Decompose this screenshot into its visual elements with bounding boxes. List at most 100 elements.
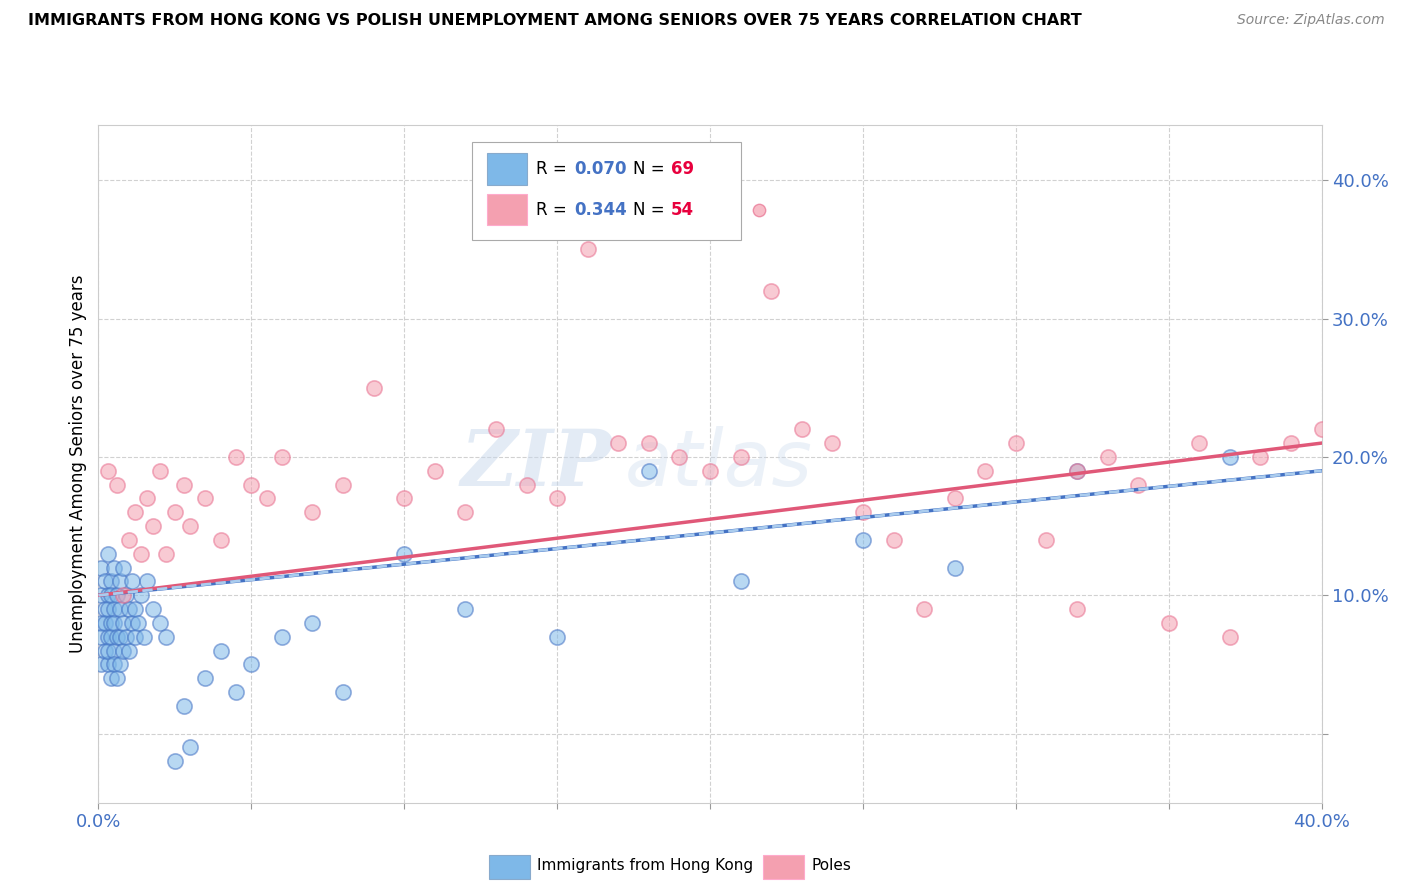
Point <box>111 615 134 630</box>
Point <box>100 588 122 602</box>
Point <box>485 422 508 436</box>
Point <box>121 615 143 630</box>
Point <box>142 602 165 616</box>
Point <box>163 754 186 768</box>
Point <box>607 436 630 450</box>
Point <box>883 533 905 547</box>
Point <box>546 630 568 644</box>
FancyBboxPatch shape <box>488 153 526 185</box>
Text: 54: 54 <box>671 201 695 219</box>
Point <box>637 436 661 450</box>
Point <box>730 574 752 589</box>
Point <box>97 657 120 672</box>
Point <box>699 464 721 478</box>
Point <box>974 464 997 478</box>
Point <box>821 436 844 450</box>
Text: Immigrants from Hong Kong: Immigrants from Hong Kong <box>537 858 754 872</box>
Text: ZIP: ZIP <box>461 425 612 502</box>
Point <box>105 588 128 602</box>
Point <box>240 657 263 672</box>
Point <box>90 615 112 630</box>
Point <box>301 615 323 630</box>
Point <box>225 450 247 464</box>
Point <box>1219 630 1241 644</box>
Point <box>129 547 152 561</box>
Point <box>1249 450 1271 464</box>
Point <box>97 630 120 644</box>
Point <box>155 547 177 561</box>
Point <box>363 381 385 395</box>
Point <box>423 464 446 478</box>
Point <box>240 477 263 491</box>
Point <box>124 602 146 616</box>
Point <box>1279 436 1302 450</box>
Point <box>118 643 141 657</box>
Point <box>97 643 120 657</box>
Point <box>270 450 292 464</box>
Point <box>912 602 935 616</box>
Text: N =: N = <box>633 160 669 178</box>
Point <box>103 643 125 657</box>
Point <box>93 643 115 657</box>
Point <box>103 560 125 574</box>
Point <box>225 685 247 699</box>
Point <box>392 547 416 561</box>
Point <box>90 588 112 602</box>
Point <box>108 657 131 672</box>
Point <box>1128 477 1150 491</box>
Point <box>93 602 115 616</box>
Point <box>1097 450 1119 464</box>
Point <box>100 615 122 630</box>
Point <box>155 630 177 644</box>
Point <box>546 491 568 506</box>
Text: IMMIGRANTS FROM HONG KONG VS POLISH UNEMPLOYMENT AMONG SENIORS OVER 75 YEARS COR: IMMIGRANTS FROM HONG KONG VS POLISH UNEM… <box>28 13 1081 29</box>
Point <box>852 505 875 519</box>
Point <box>576 243 599 257</box>
Point <box>173 698 195 713</box>
Point <box>118 533 141 547</box>
Text: R =: R = <box>536 160 572 178</box>
Point <box>301 505 323 519</box>
FancyBboxPatch shape <box>488 194 526 225</box>
Point <box>115 630 138 644</box>
Point <box>108 630 131 644</box>
Point <box>454 602 477 616</box>
Point <box>194 671 217 685</box>
Point <box>105 630 128 644</box>
Point <box>256 491 278 506</box>
Point <box>90 630 112 644</box>
Point <box>97 588 120 602</box>
Point <box>111 588 134 602</box>
Point <box>1066 464 1088 478</box>
Point <box>97 547 120 561</box>
Point <box>108 602 131 616</box>
Point <box>332 477 354 491</box>
Point <box>100 671 122 685</box>
Point <box>136 574 159 589</box>
Point <box>121 574 143 589</box>
Point <box>1066 602 1088 616</box>
Point <box>759 284 782 298</box>
Point <box>209 643 232 657</box>
Point <box>115 588 138 602</box>
Point <box>111 643 134 657</box>
Point <box>1066 464 1088 478</box>
Point <box>149 464 172 478</box>
Point <box>163 505 186 519</box>
Point <box>100 574 122 589</box>
Point <box>173 477 195 491</box>
Point <box>852 533 875 547</box>
Point <box>136 491 159 506</box>
Point <box>103 615 125 630</box>
Y-axis label: Unemployment Among Seniors over 75 years: Unemployment Among Seniors over 75 years <box>69 275 87 653</box>
Point <box>111 560 134 574</box>
Point <box>179 519 201 533</box>
Point <box>142 519 165 533</box>
Point <box>1035 533 1057 547</box>
Point <box>332 685 354 699</box>
Point <box>209 533 232 547</box>
Point <box>105 671 128 685</box>
Point <box>454 505 477 519</box>
Point <box>516 477 538 491</box>
Point <box>93 615 115 630</box>
